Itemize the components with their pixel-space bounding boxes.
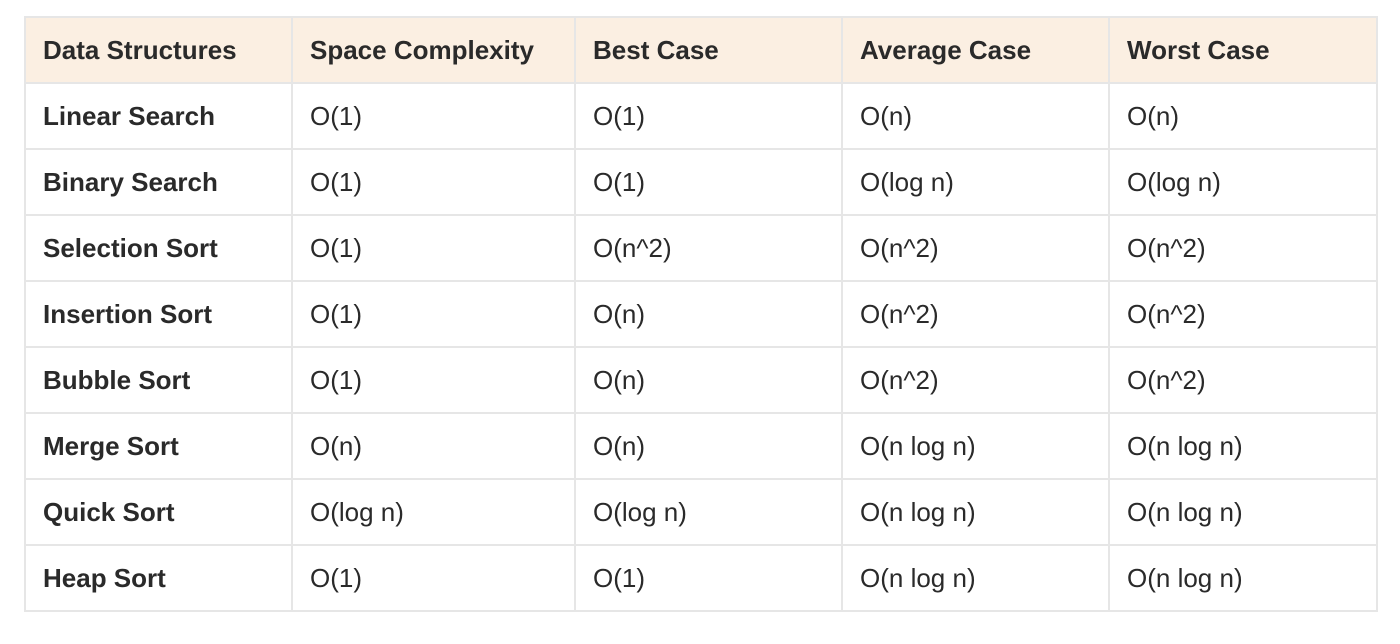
worst-case-cell: O(n^2) [1108,280,1378,348]
average-case-cell: O(n log n) [841,478,1110,546]
space-complexity-cell: O(1) [291,346,576,414]
header-data-structures: Data Structures [24,16,293,84]
space-complexity-cell: O(n) [291,412,576,480]
row-name: Heap Sort [24,544,293,612]
best-case-cell: O(log n) [574,478,843,546]
header-best-case: Best Case [574,16,843,84]
table-body: Linear Search O(1) O(1) O(n) O(n) Binary… [24,82,1378,612]
table-row: Linear Search O(1) O(1) O(n) O(n) [24,82,1378,150]
best-case-cell: O(n) [574,280,843,348]
table-row: Binary Search O(1) O(1) O(log n) O(log n… [24,148,1378,216]
table-header: Data Structures Space Complexity Best Ca… [24,16,1378,84]
best-case-cell: O(n^2) [574,214,843,282]
worst-case-cell: O(n^2) [1108,346,1378,414]
average-case-cell: O(n^2) [841,280,1110,348]
table-row: Bubble Sort O(1) O(n) O(n^2) O(n^2) [24,346,1378,414]
row-name: Binary Search [24,148,293,216]
worst-case-cell: O(n^2) [1108,214,1378,282]
average-case-cell: O(n^2) [841,346,1110,414]
average-case-cell: O(n^2) [841,214,1110,282]
average-case-cell: O(log n) [841,148,1110,216]
row-name: Linear Search [24,82,293,150]
header-row: Data Structures Space Complexity Best Ca… [24,16,1378,84]
space-complexity-cell: O(1) [291,544,576,612]
average-case-cell: O(n log n) [841,544,1110,612]
space-complexity-cell: O(1) [291,214,576,282]
best-case-cell: O(n) [574,412,843,480]
row-name: Merge Sort [24,412,293,480]
row-name: Bubble Sort [24,346,293,414]
table-row: Insertion Sort O(1) O(n) O(n^2) O(n^2) [24,280,1378,348]
space-complexity-cell: O(1) [291,280,576,348]
table-row: Quick Sort O(log n) O(log n) O(n log n) … [24,478,1378,546]
best-case-cell: O(1) [574,148,843,216]
header-average-case: Average Case [841,16,1110,84]
space-complexity-cell: O(log n) [291,478,576,546]
header-space-complexity: Space Complexity [291,16,576,84]
space-complexity-cell: O(1) [291,148,576,216]
space-complexity-cell: O(1) [291,82,576,150]
average-case-cell: O(n log n) [841,412,1110,480]
worst-case-cell: O(n log n) [1108,412,1378,480]
worst-case-cell: O(n log n) [1108,544,1378,612]
worst-case-cell: O(log n) [1108,148,1378,216]
row-name: Insertion Sort [24,280,293,348]
best-case-cell: O(n) [574,346,843,414]
complexity-table-container: Data Structures Space Complexity Best Ca… [24,16,1378,612]
row-name: Selection Sort [24,214,293,282]
worst-case-cell: O(n log n) [1108,478,1378,546]
row-name: Quick Sort [24,478,293,546]
best-case-cell: O(1) [574,82,843,150]
table-row: Selection Sort O(1) O(n^2) O(n^2) O(n^2) [24,214,1378,282]
best-case-cell: O(1) [574,544,843,612]
average-case-cell: O(n) [841,82,1110,150]
header-worst-case: Worst Case [1108,16,1378,84]
complexity-table: Data Structures Space Complexity Best Ca… [24,16,1378,612]
table-row: Merge Sort O(n) O(n) O(n log n) O(n log … [24,412,1378,480]
table-row: Heap Sort O(1) O(1) O(n log n) O(n log n… [24,544,1378,612]
worst-case-cell: O(n) [1108,82,1378,150]
